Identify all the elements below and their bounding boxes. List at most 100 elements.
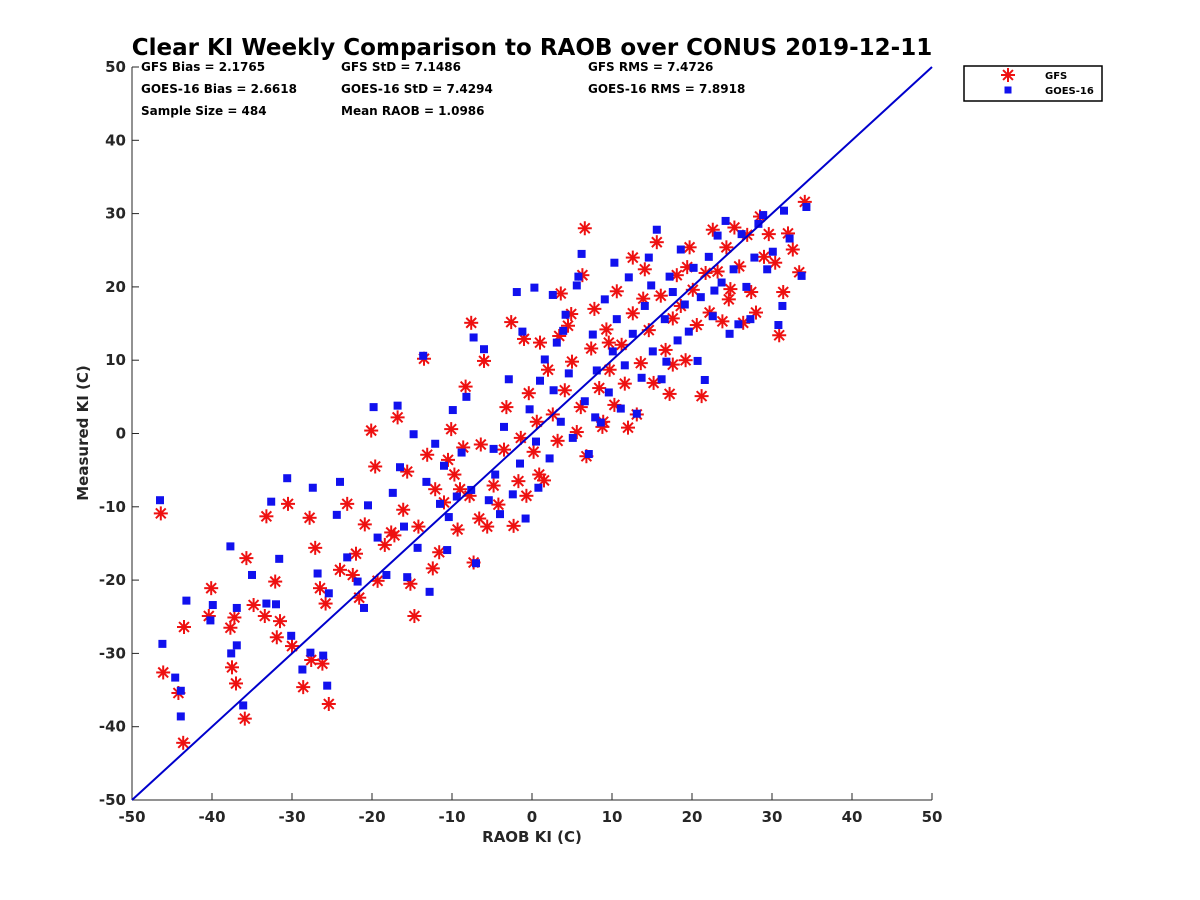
point-gfs [273, 614, 287, 629]
point-goes-16 [422, 477, 431, 486]
point-goes-16 [448, 406, 457, 415]
point-gfs [682, 240, 697, 255]
point-gfs [396, 502, 411, 517]
point-goes-16 [624, 273, 633, 282]
point-goes-16 [797, 271, 806, 280]
point-goes-16 [525, 405, 534, 414]
point-gfs [529, 414, 544, 429]
point-gfs [239, 551, 254, 566]
point-gfs [602, 362, 617, 377]
stat-gfs-std: GFS StD = 7.1486 [341, 60, 461, 74]
point-gfs [785, 242, 800, 257]
point-goes-16 [785, 234, 794, 243]
point-gfs [599, 322, 614, 337]
point-goes-16 [652, 225, 661, 234]
point-goes-16 [640, 301, 649, 310]
point-goes-16 [332, 510, 341, 519]
point-goes-16 [559, 326, 568, 335]
point-gfs [749, 305, 763, 320]
point-gfs [653, 288, 668, 303]
point-goes-16 [710, 286, 719, 295]
point-goes-16 [759, 211, 768, 220]
point-gfs [308, 540, 323, 555]
point-goes-16 [262, 599, 271, 608]
point-goes-16 [182, 596, 191, 605]
y-tick-label: -20 [99, 571, 126, 589]
y-tick-label: -40 [99, 718, 126, 736]
point-goes-16 [298, 665, 307, 674]
point-goes-16 [610, 258, 619, 267]
point-goes-16 [496, 510, 504, 519]
point-goes-16 [534, 483, 543, 492]
stat-goes-rms: GOES-16 RMS = 7.8918 [588, 82, 745, 96]
point-goes-16 [721, 216, 730, 225]
point-gfs [723, 282, 738, 297]
point-gfs [390, 410, 405, 425]
point-gfs [768, 255, 783, 270]
y-tick-label: 30 [105, 205, 126, 223]
point-goes-16 [373, 533, 382, 542]
y-ticks: 50 40 30 20 10 0 -10 -20 -30 -40 -50 [99, 58, 139, 809]
point-goes-16 [616, 404, 625, 413]
point-gfs [721, 292, 736, 307]
point-gfs [491, 497, 506, 512]
point-goes-16 [580, 397, 589, 406]
point-gfs [340, 496, 355, 511]
point-gfs [541, 362, 555, 377]
point-goes-16 [491, 470, 500, 479]
point-gfs [715, 314, 730, 329]
y-axis-label: Measured KI (C) [74, 365, 92, 501]
point-goes-16 [176, 686, 185, 695]
point-gfs [364, 423, 379, 438]
point-gfs [584, 341, 599, 356]
point-goes-16 [768, 247, 777, 256]
x-tick-label: 20 [682, 808, 703, 826]
point-goes-16 [673, 336, 682, 345]
point-goes-16 [443, 546, 452, 555]
point-gfs [497, 442, 511, 457]
point-goes-16 [696, 293, 705, 302]
point-gfs [296, 680, 311, 695]
point-gfs [237, 711, 252, 726]
point-gfs [710, 264, 725, 279]
point-goes-16 [556, 417, 565, 426]
point-goes-16 [644, 253, 653, 262]
point-goes-16 [353, 577, 362, 586]
point-goes-16 [713, 231, 722, 240]
point-goes-16 [324, 589, 333, 598]
point-gfs [447, 467, 462, 482]
point-goes-16 [708, 312, 717, 321]
point-goes-16 [676, 245, 685, 254]
point-goes-16 [588, 330, 597, 339]
point-gfs [617, 376, 632, 391]
point-gfs [658, 342, 673, 357]
point-gfs [477, 353, 491, 368]
point-gfs [444, 422, 459, 437]
one-to-one-line [131, 66, 933, 801]
point-goes-16 [665, 272, 674, 281]
point-gfs [587, 301, 602, 316]
point-goes-16 [577, 249, 586, 258]
x-tick-label: -50 [118, 808, 145, 826]
point-gfs [428, 482, 443, 497]
point-goes-16 [360, 603, 368, 612]
point-goes-16 [409, 430, 418, 439]
point-goes-16 [536, 376, 544, 385]
point-gfs [223, 620, 238, 635]
point-gfs [227, 610, 242, 625]
point-goes-16 [612, 315, 621, 324]
point-gfs [577, 221, 592, 236]
point-gfs [473, 437, 488, 452]
point-goes-16 [521, 514, 530, 523]
point-goes-16 [657, 375, 666, 384]
point-gfs [156, 665, 171, 680]
point-gfs [526, 444, 541, 459]
point-goes-16 [462, 392, 471, 401]
point-goes-16 [763, 265, 772, 274]
point-gfs [302, 510, 317, 525]
point-goes-16 [452, 492, 461, 501]
point-goes-16 [592, 366, 601, 375]
point-goes-16 [336, 477, 344, 486]
point-goes-16 [419, 351, 428, 360]
x-tick-label: 30 [762, 808, 783, 826]
